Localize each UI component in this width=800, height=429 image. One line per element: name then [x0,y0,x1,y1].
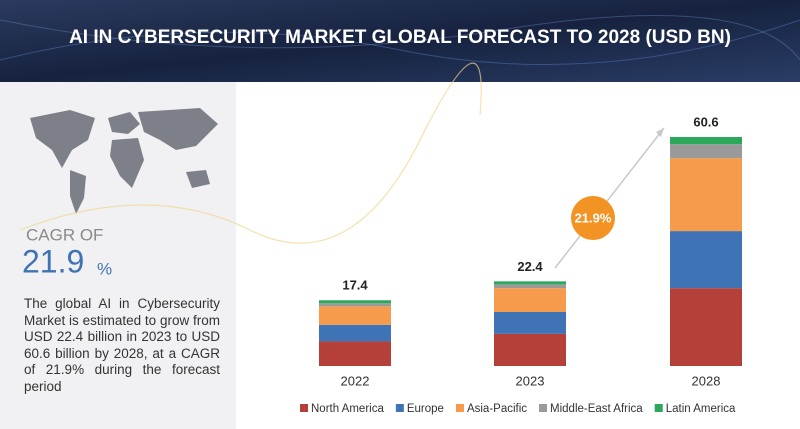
cagr-value: 21.9 [22,243,84,279]
legend-label: Europe [407,403,444,415]
total-label: 22.4 [517,259,543,274]
legend-swatch [539,404,548,412]
x-tick-label: 2023 [516,373,545,388]
arrow-head [656,128,664,137]
world-map [30,108,218,214]
cagr-label: CAGR OF [26,225,103,244]
bar-segment [670,288,742,366]
legend-label: North America [311,403,384,415]
cagr-unit: % [97,259,112,278]
legend-swatch [654,404,663,412]
bar-segment [670,158,742,232]
bar-segment [319,324,391,342]
bar-segment [319,306,391,325]
bar-segment [494,281,566,285]
description: The global AI in Cybersecurity Market is… [24,296,220,394]
bar-segment [319,303,391,307]
cagr-annotation: 21.9% [575,210,612,225]
legend-swatch [395,404,404,412]
legend-label: Asia-Pacific [467,403,527,415]
bar-segment [319,300,391,304]
decor [0,19,800,66]
cagr-bubble [571,196,615,240]
legend-swatch [300,404,308,412]
chart-title: AI IN CYBERSECURITY MARKET GLOBAL FORECA… [69,27,731,48]
bar-segment [494,311,566,334]
x-tick-label: 2028 [692,373,721,388]
bar-segment [319,341,391,366]
trend-arrow [554,127,665,269]
legend-label: Middle-East Africa [550,403,643,415]
legend-swatch [455,404,464,412]
bar-segment [670,137,742,145]
x-tick-label: 2022 [341,373,370,388]
decor [0,14,800,61]
total-label: 17.4 [342,278,368,293]
bar-segment [494,284,566,289]
total-label: 60.6 [693,114,718,129]
banner [0,0,800,82]
decor [19,62,482,244]
bar-segment [494,333,566,366]
bar-segment [670,231,742,289]
legend-label: Latin America [666,403,736,415]
bar-segment [494,288,566,312]
bar-segment [670,144,742,159]
